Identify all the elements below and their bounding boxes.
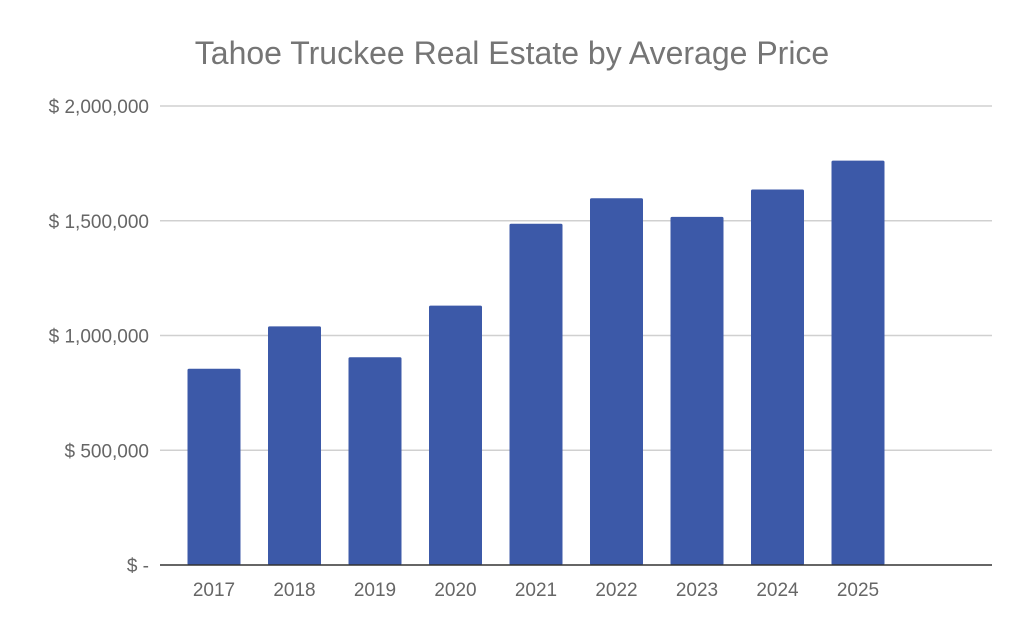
bar-2021 [509, 223, 563, 565]
x-axis-tick-labels: 2017 2018 2019 2020 2021 2022 2023 2024 2025 [193, 580, 879, 601]
bar-2018 [268, 326, 321, 565]
x-tick-label: 2025 [837, 580, 879, 601]
bar-2017 [187, 368, 241, 565]
x-tick-label: 2017 [193, 580, 235, 601]
bar-2022 [590, 198, 643, 565]
x-tick-label: 2022 [595, 580, 637, 601]
y-tick-label: $ 1,500,000 [49, 212, 149, 233]
y-axis-tick-labels: $ - $ 500,000 $ 1,000,000 $ 1,500,000 $ 2,00… [49, 97, 149, 577]
bar-2023 [670, 216, 724, 565]
bar-2025 [831, 160, 885, 565]
chart-title: Tahoe Truckee Real Estate by Average Pri… [195, 35, 829, 71]
x-tick-label: 2019 [354, 580, 396, 601]
x-tick-label: 2023 [676, 580, 718, 601]
y-tick-label: $ - [127, 556, 149, 577]
y-tick-label: $ 500,000 [64, 441, 149, 462]
x-tick-label: 2020 [434, 580, 476, 601]
bar-2019 [348, 357, 402, 565]
bars [187, 160, 885, 565]
y-tick-label: $ 1,000,000 [49, 327, 149, 348]
bar-2024 [751, 189, 804, 565]
x-tick-label: 2024 [756, 580, 799, 601]
bar-2020 [429, 305, 482, 565]
x-tick-label: 2021 [515, 580, 557, 601]
y-tick-label: $ 2,000,000 [49, 97, 149, 118]
x-tick-label: 2018 [273, 580, 315, 601]
